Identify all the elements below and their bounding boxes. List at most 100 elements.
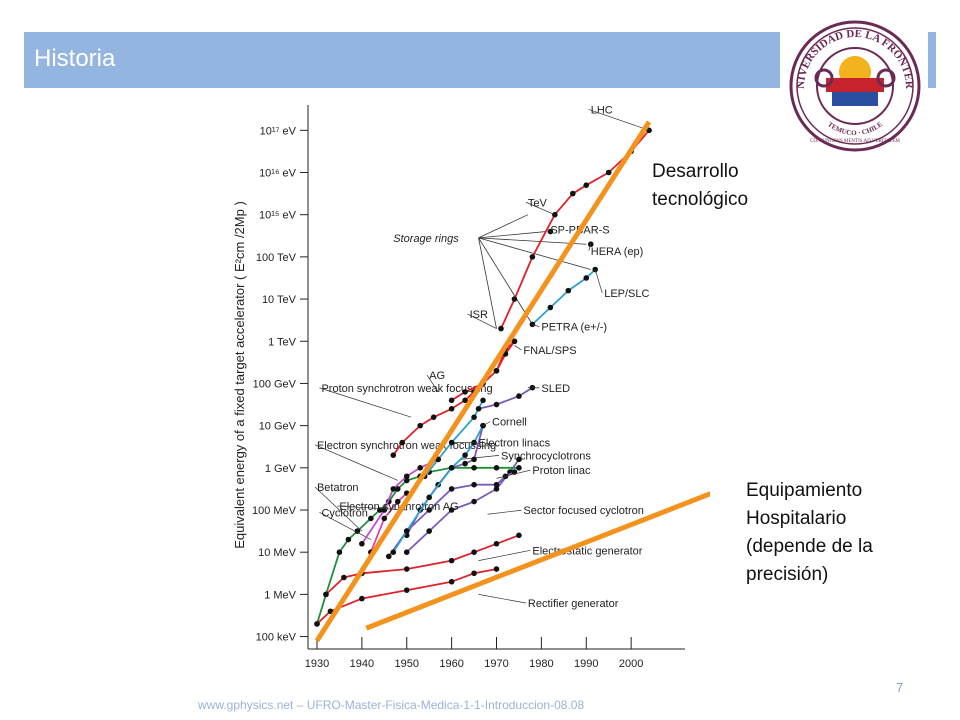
trend-line [314, 120, 652, 643]
series-line [325, 534, 520, 596]
x-tick-label: 1950 [394, 658, 418, 670]
data-point [471, 456, 477, 463]
annotation-lower-line4: precisión) [746, 564, 829, 585]
data-point [403, 549, 410, 555]
data-point [552, 211, 558, 218]
series-leader-line [319, 512, 371, 540]
series-label: Proton synchrotron weak focussing [321, 383, 492, 395]
data-point [403, 566, 410, 572]
series-leader-line [319, 387, 412, 418]
y-tick-label: 1 GeV [265, 463, 297, 475]
series-label: Proton linac [532, 465, 591, 477]
y-tick-label: 100 MeV [252, 505, 297, 517]
series-leader-line [426, 375, 439, 393]
series-leader-line [525, 201, 555, 216]
series-line [478, 386, 533, 410]
data-point [385, 553, 392, 560]
series-leader-line [514, 345, 522, 351]
data-point [390, 486, 397, 492]
series-label: HERA (ep) [591, 246, 644, 258]
data-point [448, 465, 455, 471]
data-point [493, 401, 500, 408]
trend-line [365, 491, 710, 631]
data-point [475, 405, 482, 412]
data-point [314, 621, 320, 627]
series-leader-line [314, 444, 398, 481]
x-tick-label: 1960 [439, 658, 463, 670]
data-point [471, 570, 477, 577]
series-leader-line [548, 229, 551, 232]
y-tick-label: 10 MeV [258, 547, 297, 559]
data-point [462, 397, 468, 404]
storage-rings-fan-line [478, 237, 587, 245]
data-point [426, 507, 432, 513]
data-point [354, 528, 361, 534]
data-point [471, 414, 477, 420]
data-point [403, 477, 410, 484]
data-point [359, 595, 365, 602]
accelerator-energy-chart: 100 keV 1 MeV 10 MeV 100 MeV 1 GeV 10 GeV 100 … [232, 104, 710, 670]
data-point [448, 486, 455, 492]
data-point [646, 127, 652, 134]
series-leader-line [314, 486, 363, 532]
series-label: TeV [528, 197, 548, 209]
data-point [471, 481, 477, 488]
series-label: Synchrocyclotrons [501, 450, 591, 462]
data-point [359, 540, 365, 547]
data-point [511, 296, 518, 302]
series-leader-line [478, 549, 531, 561]
data-point [498, 325, 504, 332]
storage-rings-fan-line [478, 237, 533, 325]
data-point [587, 241, 594, 248]
series-leader-line [460, 455, 500, 460]
series-label: Cyclotron [321, 507, 367, 519]
series-label: Sector focused cyclotron [523, 505, 643, 517]
annotation-upper: Desarrollo tecnológico [652, 158, 748, 214]
x-tick-label: 1980 [529, 658, 553, 670]
data-point [493, 481, 500, 488]
data-point [394, 498, 401, 505]
x-tick-label: 2000 [619, 658, 643, 670]
annotation-lower-line3: (depende de la [746, 536, 873, 557]
series-leader-line [588, 109, 650, 131]
y-tick-label: 100 keV [256, 632, 297, 644]
data-point [493, 367, 500, 374]
data-point [336, 549, 343, 555]
y-tick-label: 1 TeV [268, 336, 297, 348]
storage-rings-fan-line [478, 237, 497, 329]
data-point [390, 549, 397, 555]
series-label: LHC [591, 104, 613, 116]
data-point [547, 304, 554, 311]
title-bar [24, 32, 780, 88]
x-tick-label: 1940 [350, 658, 374, 670]
data-point [493, 540, 500, 547]
data-point [583, 275, 590, 281]
x-tick-label: 1970 [484, 658, 508, 670]
y-tick-label: 100 TeV [256, 252, 297, 264]
series-label: Electron synchrotron AG [339, 501, 458, 513]
series-label: Betatron [317, 482, 359, 494]
data-point [605, 169, 612, 176]
series-label: LEP/SLC [604, 288, 649, 300]
series-label: Electron linacs [479, 438, 551, 450]
data-point [516, 393, 522, 399]
annotation-lower-line2: Hospitalario [746, 508, 847, 529]
y-tick-label: 10¹⁷ eV [260, 125, 297, 137]
series-leader-line [478, 594, 526, 604]
data-point [462, 460, 468, 467]
series-label: FNAL/SPS [523, 345, 576, 357]
page-number: 7 [896, 680, 904, 695]
data-point [323, 591, 329, 598]
data-point [345, 536, 352, 543]
data-point [399, 439, 406, 446]
series-line [361, 458, 439, 545]
data-point [448, 439, 455, 446]
data-point [426, 494, 432, 501]
y-tick-label: 100 GeV [253, 378, 297, 390]
data-point [448, 397, 455, 404]
x-tick-label: 1930 [305, 658, 329, 670]
annotation-upper-line2: tecnológico [652, 189, 749, 210]
logo-motto: CONIUNGENS MENTIS AD VERITATEM [810, 139, 900, 144]
y-tick-label: 10 GeV [259, 421, 297, 433]
series-leader-line [496, 469, 531, 479]
